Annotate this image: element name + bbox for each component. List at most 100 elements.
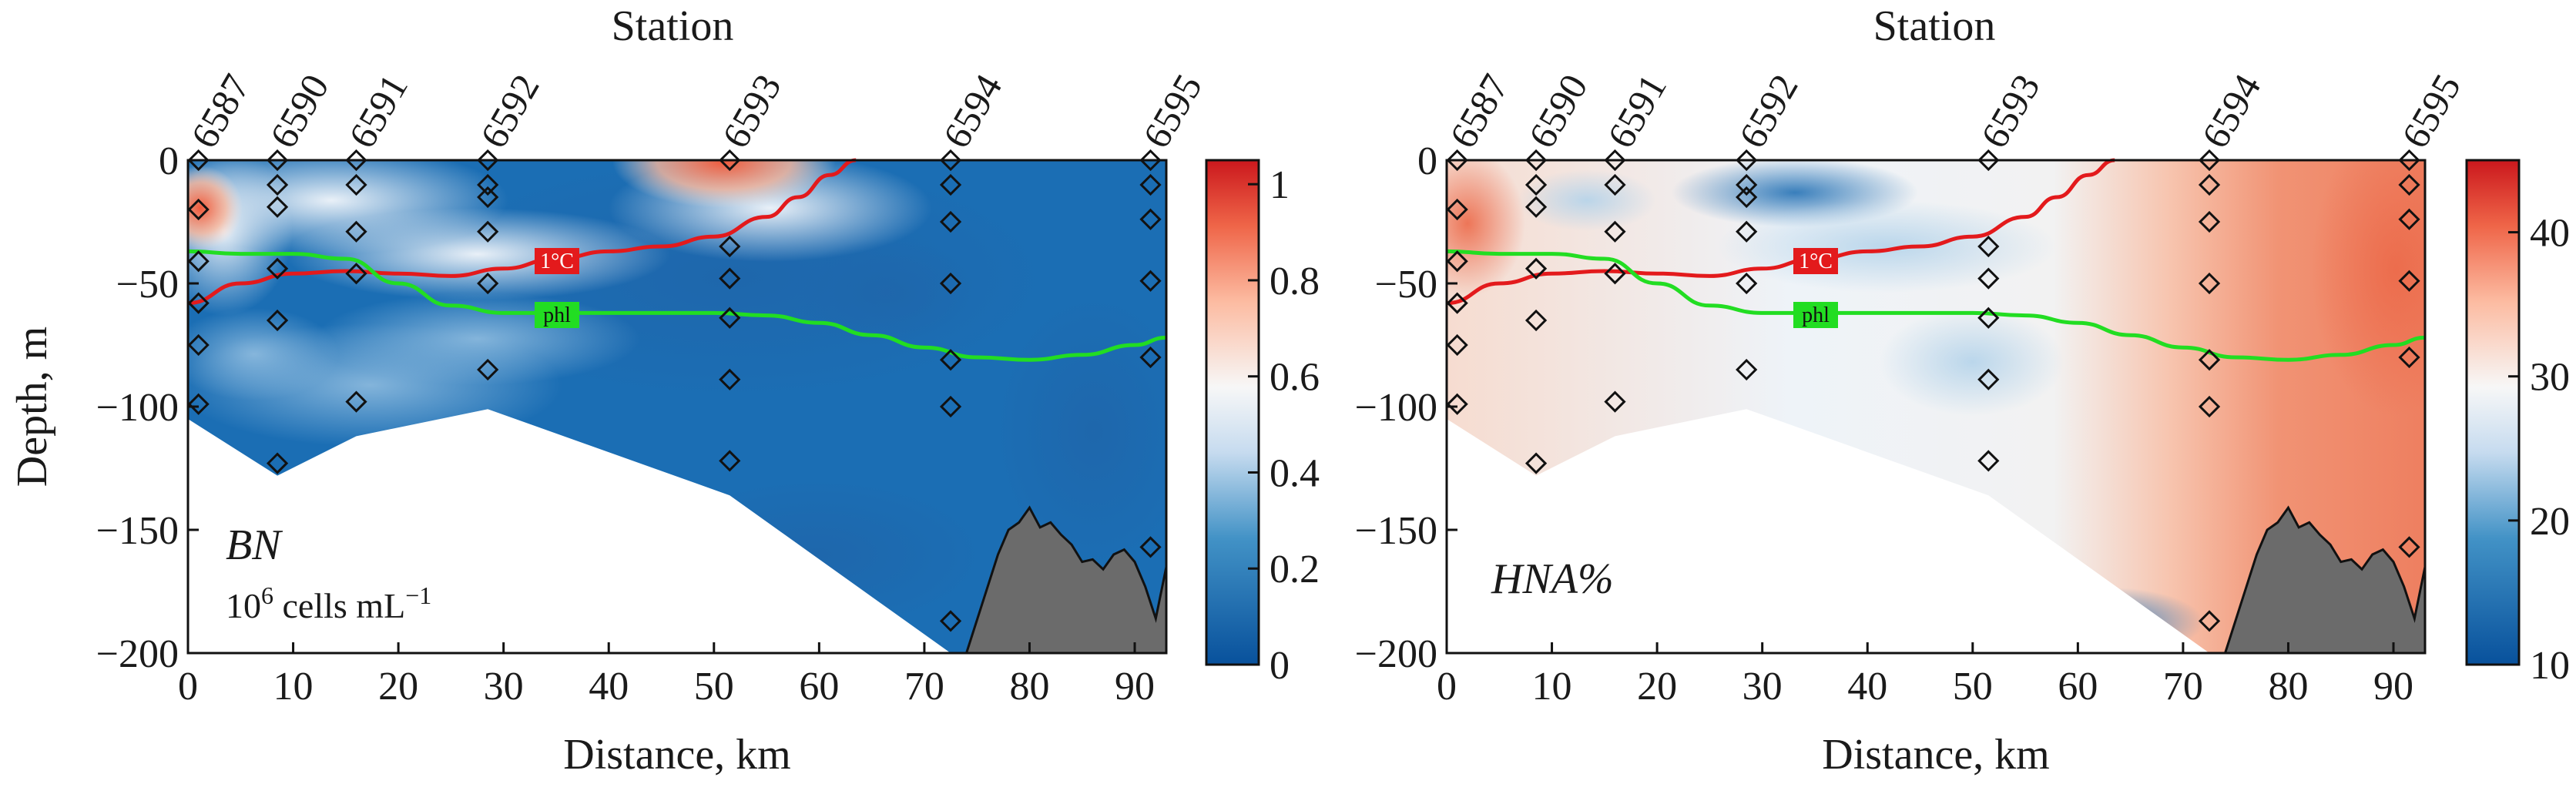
isotherm-label: 1°C xyxy=(535,248,579,274)
station-label: 6591 xyxy=(1599,67,1675,156)
sample-marker xyxy=(1736,272,1758,295)
colorbar-tick-label: 30 xyxy=(2530,356,2570,400)
x-tick-label: 0 xyxy=(178,665,198,709)
y-tick-label: −50 xyxy=(116,263,179,307)
sample-marker xyxy=(1524,452,1548,474)
sample-marker xyxy=(1139,270,1162,292)
sample-marker xyxy=(939,149,962,172)
sample-marker xyxy=(1736,149,1758,172)
sample-marker xyxy=(1139,346,1162,369)
y-tick-label: −200 xyxy=(96,632,179,676)
colorbar-tick-label: 0 xyxy=(1270,644,1290,688)
sample-marker xyxy=(266,173,289,196)
svg-text:phl: phl xyxy=(543,303,571,327)
sample-marker xyxy=(266,149,289,172)
phl-line xyxy=(1446,249,2426,362)
sample-marker xyxy=(939,210,962,233)
sample-marker xyxy=(1446,250,1468,273)
sample-marker xyxy=(1139,149,1162,172)
sample-marker xyxy=(2198,173,2221,196)
colorbar-tick-label: 0.8 xyxy=(1270,260,1320,303)
x-tick-label: 30 xyxy=(484,665,524,709)
y-tick-label: 0 xyxy=(1417,139,1437,183)
sample-marker xyxy=(187,333,210,357)
sample-marker xyxy=(2198,272,2221,295)
sample-marker xyxy=(1524,196,1548,218)
colorbar-tick-label: 10 xyxy=(2530,644,2570,688)
sample-marker xyxy=(2398,270,2420,292)
y-axis-label: Depth, m xyxy=(8,327,56,487)
x-tick-label: 60 xyxy=(2058,665,2098,709)
x-tick-label: 60 xyxy=(799,665,839,709)
sample-marker xyxy=(1604,220,1626,243)
sample-marker xyxy=(477,149,499,172)
x-tick-label: 30 xyxy=(1742,665,1783,709)
sample-marker xyxy=(266,257,289,280)
sample-marker xyxy=(1139,173,1162,196)
x-tick-label: 0 xyxy=(1437,665,1457,709)
sample-marker xyxy=(1604,173,1626,196)
sample-marker xyxy=(477,173,499,196)
sample-marker xyxy=(2398,208,2420,230)
sample-marker xyxy=(939,395,962,418)
station-label: 6590 xyxy=(261,67,337,156)
sample-marker xyxy=(266,196,289,218)
sample-marker xyxy=(719,267,741,290)
station-labels: 6587 6590 6591 6592 6593 6594 6595 xyxy=(1441,67,2469,156)
sample-marker xyxy=(1604,390,1626,413)
sample-marker xyxy=(939,610,962,632)
y-tick-label: −200 xyxy=(1355,632,1437,676)
sample-marker xyxy=(719,235,741,258)
sample-marker xyxy=(1604,149,1626,172)
sample-marker xyxy=(345,263,367,285)
colorbar xyxy=(2465,159,2521,666)
sample-marker xyxy=(1446,393,1468,415)
sample-marker xyxy=(1977,307,2000,329)
seafloor-topography xyxy=(2223,505,2427,655)
sample-marker xyxy=(187,250,210,273)
sample-marker xyxy=(477,272,499,295)
x-tick-label: 70 xyxy=(904,665,944,709)
sample-marker xyxy=(719,368,741,390)
sample-marker xyxy=(477,220,499,243)
x-tick-label: 80 xyxy=(2268,665,2308,709)
svg-text:phl: phl xyxy=(1802,303,1830,327)
colorbar xyxy=(1205,159,1260,666)
svg-text:1°C: 1°C xyxy=(540,250,574,273)
sample-marker xyxy=(2398,173,2420,196)
sample-marker xyxy=(1977,368,2000,390)
sample-marker xyxy=(2398,346,2420,369)
sample-marker xyxy=(719,450,741,472)
colorbar-tick-label: 20 xyxy=(2530,500,2570,544)
y-tick-label: −50 xyxy=(1375,263,1437,307)
x-tick-label: 10 xyxy=(1532,665,1572,709)
sample-marker xyxy=(187,393,210,415)
sample-marker xyxy=(1446,198,1468,221)
sample-marker xyxy=(1977,267,2000,290)
station-label: 6591 xyxy=(340,67,416,156)
sample-marker xyxy=(1977,149,2000,172)
sample-marker xyxy=(1446,149,1468,172)
station-label: 6594 xyxy=(2193,67,2269,156)
station-label: 6594 xyxy=(934,67,1010,156)
station-axis-title: Station xyxy=(612,2,734,50)
y-tick-label: 0 xyxy=(159,139,179,183)
sample-marker xyxy=(2198,210,2221,233)
colorbar-tick-label: 0.6 xyxy=(1270,356,1320,400)
x-tick-label: 20 xyxy=(378,665,418,709)
sample-marker xyxy=(345,173,367,196)
x-tick-label: 90 xyxy=(2373,665,2413,709)
sample-marker xyxy=(1446,333,1468,357)
sample-marker xyxy=(719,149,741,172)
y-tick-label: −100 xyxy=(96,386,179,430)
sample-marker xyxy=(1524,149,1548,172)
x-axis-label: Distance, km xyxy=(1822,731,2049,779)
sample-marker xyxy=(939,173,962,196)
station-label: 6593 xyxy=(1972,67,2048,156)
station-label: 6590 xyxy=(1520,67,1595,156)
sample-marker xyxy=(1524,309,1548,332)
station-label: 6595 xyxy=(2393,67,2469,156)
isotherm-label: 1°C xyxy=(1793,248,1838,274)
sample-marker xyxy=(345,149,367,172)
